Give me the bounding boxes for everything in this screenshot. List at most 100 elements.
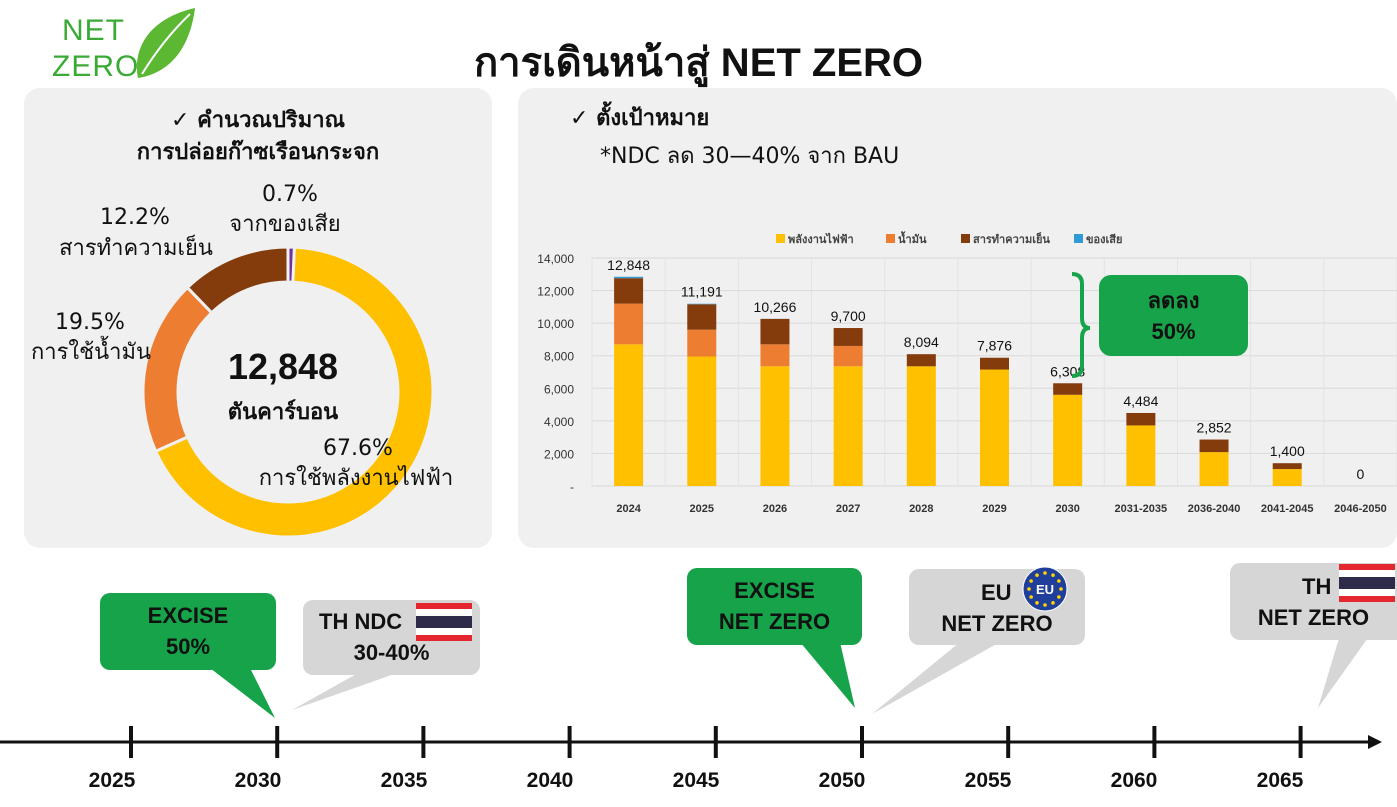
callout-line2: 50% bbox=[1151, 319, 1196, 344]
bar-segment bbox=[687, 304, 717, 330]
bar-segment bbox=[980, 357, 1009, 370]
legend-swatch bbox=[776, 234, 785, 243]
event-tail-th-netzero bbox=[1318, 635, 1370, 708]
x-tick-label: 2036-2040 bbox=[1188, 503, 1241, 515]
x-tick-label: 2029 bbox=[982, 503, 1006, 515]
bar-total-label: 9,700 bbox=[831, 308, 866, 324]
donut-slice-3 bbox=[286, 245, 296, 284]
year-label-2055: 2055 bbox=[964, 769, 1012, 792]
emissions-title-line1: ✓ คำนวณปริมาณ bbox=[170, 108, 345, 133]
event-eu-netzero-line2: NET ZERO bbox=[941, 611, 1053, 636]
eu-star-icon bbox=[1043, 603, 1047, 607]
bar-total-label: 8,094 bbox=[904, 334, 939, 350]
donut-center-unit: ตันคาร์บอน bbox=[227, 400, 339, 425]
bar-segment bbox=[614, 278, 644, 304]
eu-star-icon bbox=[1043, 571, 1047, 575]
reduction-bracket bbox=[1071, 272, 1091, 378]
event-tail-eu-netzero bbox=[872, 642, 1000, 714]
bar-total-label: 2,852 bbox=[1197, 420, 1232, 436]
year-label-2040: 2040 bbox=[526, 769, 574, 792]
year-label-2025: 2025 bbox=[88, 769, 136, 792]
year-label-2065: 2065 bbox=[1256, 769, 1304, 792]
x-tick-label: 2041-2045 bbox=[1261, 503, 1314, 515]
x-tick-label: 2025 bbox=[690, 503, 714, 515]
eu-star-icon bbox=[1027, 587, 1031, 591]
bar-total-label: 11,191 bbox=[681, 284, 723, 300]
bar-total-label: 0 bbox=[1357, 466, 1365, 482]
timeline bbox=[0, 635, 1382, 758]
y-tick-label: - bbox=[570, 480, 574, 494]
emissions-donut-chart bbox=[141, 245, 435, 539]
legend-swatch bbox=[961, 234, 970, 243]
bar-segment bbox=[687, 356, 717, 486]
bar-segment bbox=[906, 354, 936, 367]
bar-segment bbox=[687, 303, 717, 305]
x-tick-label: 2024 bbox=[616, 503, 641, 515]
callout-line1: ลดลง bbox=[1147, 288, 1200, 313]
event-excise-netzero-line2: NET ZERO bbox=[718, 609, 831, 634]
bar-segment bbox=[1199, 439, 1229, 453]
bar-segment bbox=[760, 366, 790, 486]
reduction-callout: ลดลง 50% bbox=[1099, 275, 1248, 356]
bar-total-label: 1,400 bbox=[1270, 443, 1305, 459]
bar-total-label: 7,876 bbox=[977, 338, 1012, 354]
year-label-2060: 2060 bbox=[1110, 769, 1158, 792]
year-label-2045: 2045 bbox=[672, 769, 720, 792]
event-excise-netzero: EXCISE NET ZERO bbox=[687, 568, 862, 645]
event-tail-excise-netzero bbox=[800, 642, 855, 708]
bar-segment bbox=[1126, 425, 1156, 486]
x-tick-label: 2046-2050 bbox=[1334, 503, 1387, 515]
logo-text-net: NET bbox=[62, 14, 125, 47]
bar-segment bbox=[1199, 452, 1229, 486]
timeline-arrow-icon bbox=[1368, 735, 1382, 749]
y-tick-label: 2,000 bbox=[544, 447, 574, 461]
bar-segment bbox=[980, 369, 1009, 486]
year-label-2030: 2030 bbox=[234, 769, 282, 792]
bar-segment bbox=[1272, 469, 1302, 486]
donut-center-value: 12,848 bbox=[227, 346, 339, 387]
y-tick-label: 14,000 bbox=[537, 252, 574, 266]
eu-star-icon bbox=[1029, 579, 1033, 583]
emissions-title-line2: การปล่อยก๊าซเรือนกระจก bbox=[136, 140, 380, 165]
y-tick-label: 4,000 bbox=[544, 415, 574, 429]
bar-segment bbox=[833, 345, 863, 367]
slice-label-oil-name: การใช้น้ำมัน bbox=[30, 340, 152, 365]
bar-segment bbox=[906, 366, 936, 486]
bar-segment bbox=[833, 366, 863, 486]
legend-swatch bbox=[1074, 234, 1083, 243]
legend-swatch bbox=[886, 234, 895, 243]
event-tail-excise-50 bbox=[210, 668, 275, 718]
bar-segment bbox=[1272, 463, 1302, 470]
event-excise-netzero-line1: EXCISE bbox=[734, 578, 815, 603]
x-tick-label: 2030 bbox=[1055, 503, 1079, 515]
slice-label-refrigerant-name: สารทำความเย็น bbox=[59, 236, 213, 261]
eu-star-icon bbox=[1035, 573, 1039, 577]
bar-segment bbox=[760, 344, 790, 367]
eu-star-icon bbox=[1051, 573, 1055, 577]
bar-segment bbox=[614, 303, 644, 345]
event-excise-50-line2: 50% bbox=[165, 634, 211, 659]
bar-segment bbox=[1126, 412, 1156, 426]
eu-star-icon bbox=[1051, 601, 1055, 605]
page-title: การเดินหน้าสู่ NET ZERO bbox=[473, 41, 924, 85]
legend-label: สารทำความเย็น bbox=[973, 232, 1050, 246]
event-eu-netzero-line1: EU bbox=[981, 580, 1012, 605]
bar-segment bbox=[1053, 383, 1083, 395]
bar-segment bbox=[833, 328, 863, 346]
logo-text-zero: ZERO bbox=[52, 50, 140, 83]
event-excise-50: EXCISE 50% bbox=[100, 593, 276, 670]
slice-label-refrigerant-pct: 12.2% bbox=[100, 205, 170, 230]
targets-subtitle: *NDC ลด 30—40% จาก BAU bbox=[600, 144, 900, 169]
y-tick-label: 10,000 bbox=[537, 317, 574, 331]
eu-star-icon bbox=[1059, 587, 1063, 591]
eu-star-icon bbox=[1057, 595, 1061, 599]
event-th-netzero-line2: NET ZERO bbox=[1257, 605, 1370, 630]
eu-star-icon bbox=[1029, 595, 1033, 599]
targets-title: ✓ ตั้งเป้าหมาย bbox=[570, 106, 710, 131]
bar-segment bbox=[614, 276, 644, 279]
bar-segment bbox=[1053, 394, 1083, 486]
event-th-ndc-line1: TH NDC bbox=[319, 609, 403, 634]
slice-label-electricity-name: การใช้พลังงานไฟฟ้า bbox=[258, 466, 454, 491]
eu-badge-text: EU bbox=[1036, 582, 1054, 597]
year-label-2050: 2050 bbox=[818, 769, 866, 792]
